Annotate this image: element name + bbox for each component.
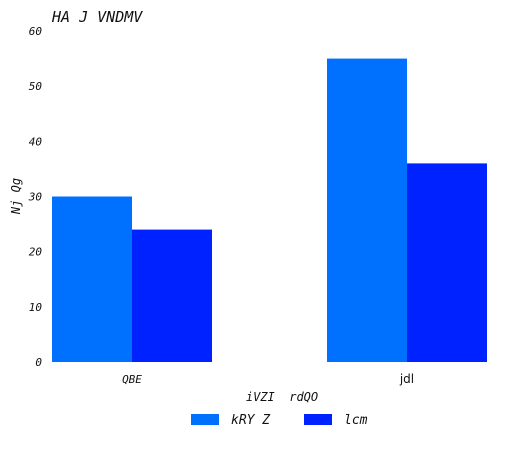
y-axis-ticks: 0 10 20 30 40 50 60 <box>28 25 43 369</box>
y-tick-label: 0 <box>35 356 42 369</box>
y-tick-label: 10 <box>29 301 43 314</box>
bar <box>407 163 487 362</box>
y-tick-label: 20 <box>29 246 43 259</box>
bars <box>52 58 487 362</box>
x-tick-label: QBE <box>122 373 142 386</box>
legend: kRY Z lcm <box>191 413 368 428</box>
y-tick-label: 30 <box>28 191 43 204</box>
legend-label: kRY Z <box>231 413 271 428</box>
bar <box>327 58 407 362</box>
legend-label: lcm <box>344 413 368 428</box>
bar <box>132 229 212 362</box>
x-axis-ticks: QBE jdl <box>122 372 414 386</box>
y-tick-label: 60 <box>29 25 43 38</box>
y-tick-label: 50 <box>29 80 43 93</box>
bar <box>52 196 132 362</box>
y-tick-label: 40 <box>29 135 43 148</box>
x-axis-label: iVZI rdQO <box>246 390 318 404</box>
legend-swatch <box>191 414 219 425</box>
x-tick-label: jdl <box>399 372 414 386</box>
legend-swatch <box>304 414 332 425</box>
y-axis-label: Nj Qg <box>9 178 23 215</box>
chart-title: HA J VNDMV <box>51 8 143 26</box>
